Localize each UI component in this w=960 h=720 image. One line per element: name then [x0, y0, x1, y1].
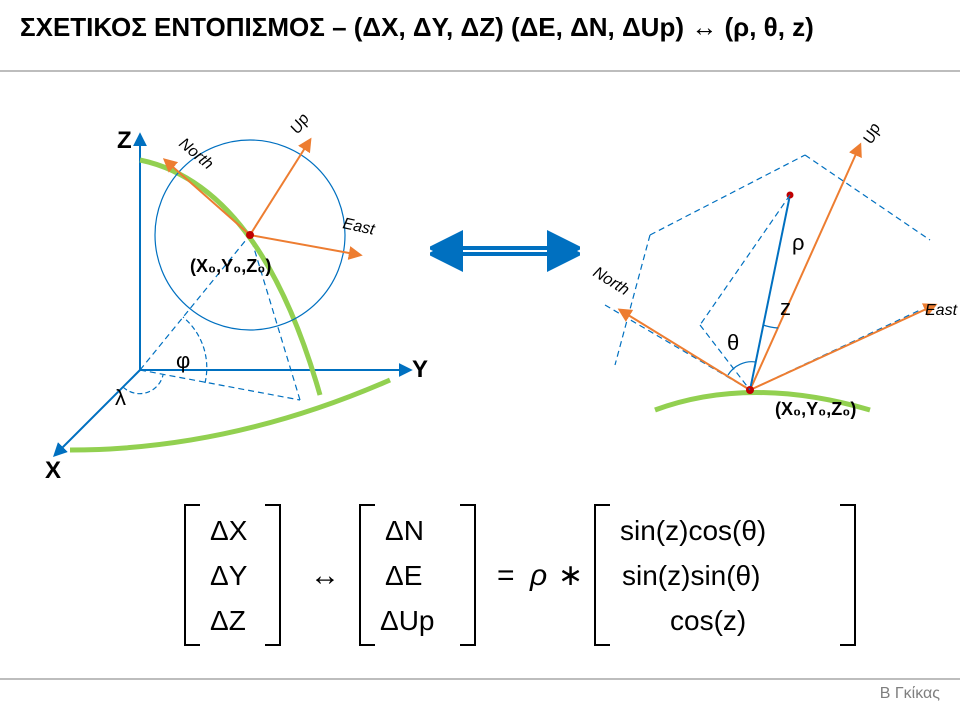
eq-r0: sin(z)cos(θ)	[620, 515, 766, 546]
theta-label: θ	[727, 330, 739, 355]
east-label: East	[341, 215, 376, 238]
transform-arrow	[430, 220, 580, 280]
lambda-label: λ	[115, 385, 126, 410]
left-diagram: Z Y X North Up East (X₀,Y₀,Z₀) φ λ	[0, 80, 480, 500]
eq-dn: ΔN	[385, 515, 424, 546]
eq-dz: ΔZ	[210, 605, 246, 636]
equation: ΔX ΔY ΔZ ↔ ΔN ΔE ΔUp = ρ ∗ sin(z)cos(θ) …	[160, 490, 920, 670]
z-axis-label: Z	[117, 127, 132, 154]
eq-de: ΔE	[385, 560, 422, 591]
eq-star: ∗	[558, 559, 583, 592]
page-title: ΣΧΕΤΙΚΟΣ ΕΝΤΟΠΙΣΜΟΣ – (ΔX, ΔY, ΔZ) (ΔE, …	[20, 12, 814, 43]
footer-rule	[0, 678, 960, 680]
right-diagram: Up East North ρ θ z (X₀,Y₀,Z₀)	[580, 100, 960, 460]
eq-eq: =	[497, 559, 515, 592]
point-label-r: (X₀,Y₀,Z₀)	[775, 399, 856, 419]
y-axis-label: Y	[412, 356, 428, 383]
up-label-r: Up	[860, 121, 884, 147]
z-label: z	[780, 295, 791, 320]
eq-dx: ΔX	[210, 515, 248, 546]
eq-r2: cos(z)	[670, 605, 746, 636]
x-axis-label: X	[45, 457, 61, 484]
eq-dup: ΔUp	[380, 605, 435, 636]
rho-label: ρ	[792, 230, 805, 255]
up-label: Up	[287, 111, 313, 138]
top-rule	[0, 70, 960, 72]
eq-dy: ΔY	[210, 560, 248, 591]
north-label: North	[175, 135, 216, 173]
eq-lr: ↔	[310, 559, 340, 592]
eq-r1: sin(z)sin(θ)	[622, 560, 760, 591]
north-label-r: North	[590, 264, 632, 299]
phi-label: φ	[176, 348, 190, 373]
footer-author: Β Γκίκας	[880, 685, 940, 703]
eq-rho: ρ	[529, 559, 547, 592]
east-label-r: East	[925, 302, 958, 319]
point-label: (X₀,Y₀,Z₀)	[190, 256, 271, 276]
